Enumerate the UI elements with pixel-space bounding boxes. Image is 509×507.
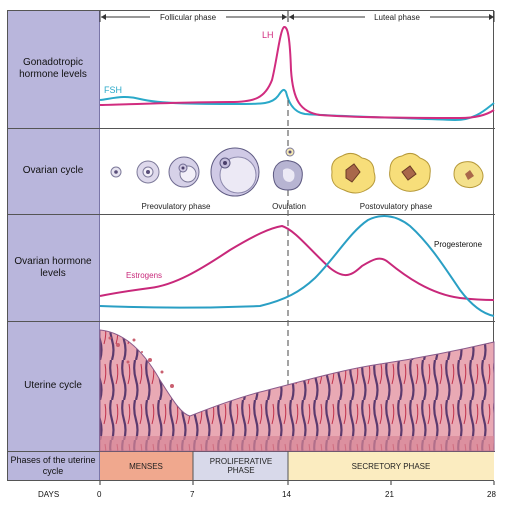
progesterone-curve bbox=[99, 215, 495, 317]
preovulatory-label: Preovulatory phase bbox=[142, 202, 211, 211]
postovulatory-label: Postovulatory phase bbox=[360, 202, 433, 211]
fsh-curve bbox=[99, 88, 495, 122]
divider bbox=[7, 128, 495, 129]
ovarian-hormone-label: Ovarian hormone levels bbox=[14, 255, 92, 279]
corpus-luteum-icon bbox=[331, 152, 376, 194]
day-tick-label: 28 bbox=[487, 490, 496, 499]
row-label-phases: Phases of the uterine cycle bbox=[7, 451, 100, 481]
days-label: DAYS bbox=[38, 490, 60, 499]
menses-band bbox=[100, 452, 193, 480]
ovulation-follicle-icon bbox=[272, 147, 303, 191]
luteal-phase-arrow bbox=[289, 14, 494, 20]
myometrium-base bbox=[100, 436, 494, 451]
follicular-phase-arrow bbox=[101, 14, 287, 20]
corpus-albicans-icon bbox=[453, 161, 484, 189]
luteal-phase-label: Luteal phase bbox=[374, 13, 420, 22]
follicular-phase-label: Follicular phase bbox=[160, 13, 217, 22]
estrogens-label: Estrogens bbox=[126, 271, 162, 280]
divider bbox=[7, 321, 495, 322]
proliferative-label: PROLIFERATIVE PHASE bbox=[209, 457, 273, 475]
gonadotropic-label: Gonadotropic hormone levels bbox=[19, 57, 87, 80]
uterine-cycle-label: Uterine cycle bbox=[24, 380, 82, 391]
row-label-gonadotropic: Gonadotropic hormone levels bbox=[7, 10, 100, 128]
day-tick-label: 0 bbox=[97, 490, 102, 499]
proliferative-band bbox=[193, 452, 288, 480]
lh-curve bbox=[99, 26, 495, 120]
shedding-debris bbox=[108, 336, 174, 388]
menses-label: MENSES bbox=[129, 462, 163, 471]
secondary-follicle-icon bbox=[168, 156, 200, 188]
lh-label: LH bbox=[262, 30, 274, 40]
corpus-luteum-mature-icon bbox=[389, 152, 431, 192]
endometrium-lining bbox=[99, 329, 495, 452]
fsh-label: FSH bbox=[104, 85, 122, 95]
divider bbox=[7, 214, 495, 215]
secretory-label: SECRETORY PHASE bbox=[352, 462, 431, 471]
row-label-ovarian-hormone: Ovarian hormone levels bbox=[7, 214, 100, 321]
day-tick-label: 14 bbox=[282, 490, 291, 499]
ovarian-cycle-label: Ovarian cycle bbox=[22, 165, 84, 176]
secretory-band bbox=[288, 452, 494, 480]
phases-label: Phases of the uterine cycle bbox=[10, 455, 96, 476]
row-label-ovarian-cycle: Ovarian cycle bbox=[7, 128, 100, 214]
ovulation-label: Ovulation bbox=[272, 202, 306, 211]
row-label-uterine-cycle: Uterine cycle bbox=[7, 321, 100, 451]
mature-follicle-icon bbox=[210, 147, 260, 197]
primordial-follicle-icon bbox=[110, 166, 122, 178]
estrogen-curve bbox=[99, 224, 495, 301]
primary-follicle-icon bbox=[136, 160, 160, 184]
day-tick-label: 7 bbox=[190, 490, 195, 499]
day-axis bbox=[99, 481, 495, 485]
day-tick-label: 21 bbox=[385, 490, 394, 499]
progesterone-label: Progesterone bbox=[434, 240, 483, 249]
diagram-frame bbox=[7, 10, 494, 481]
